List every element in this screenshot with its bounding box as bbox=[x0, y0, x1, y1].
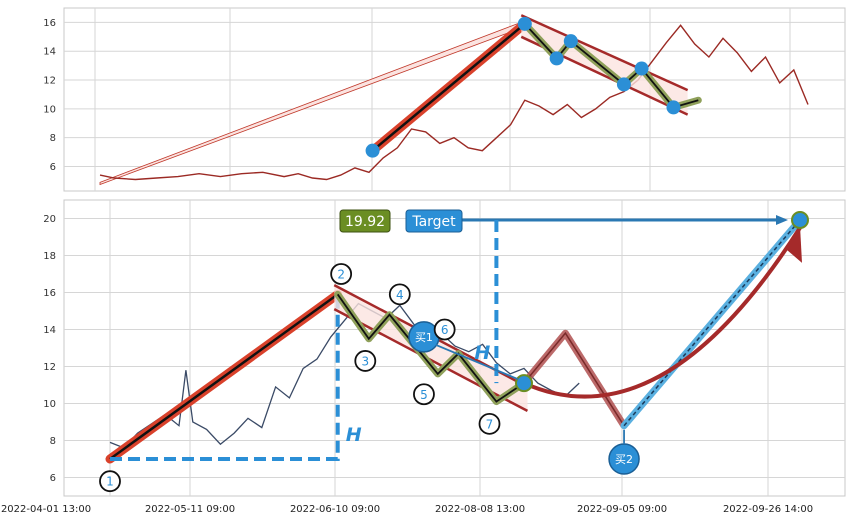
top-panel: 6 8 10 12 14 16 bbox=[43, 7, 846, 192]
x-tick-label: 2022-09-26 14:00 bbox=[723, 504, 813, 515]
bottom-x-ticks: 2022-04-01 13:00 2022-05-11 09:00 2022-06-… bbox=[1, 504, 813, 515]
target-value-label: 19.92 bbox=[345, 214, 385, 230]
trend-up-line bbox=[109, 293, 339, 461]
buy-marker-label: 买1 bbox=[415, 331, 433, 344]
pivot-point bbox=[616, 77, 631, 92]
target-text-box bbox=[405, 209, 463, 233]
y-tick-label: 14 bbox=[43, 47, 56, 58]
pivot-label: 4 bbox=[396, 288, 404, 302]
pivot-circle bbox=[413, 383, 435, 406]
y-tick-label: 6 bbox=[50, 473, 56, 484]
pivot-point bbox=[666, 100, 681, 115]
pivot-point bbox=[517, 16, 532, 31]
y-tick-label: 12 bbox=[43, 76, 56, 87]
x-tick-label: 2022-09-05 09:00 bbox=[577, 504, 667, 515]
curve-arrowhead bbox=[787, 225, 802, 263]
channel-upper-line bbox=[520, 14, 689, 92]
pivot-point bbox=[563, 34, 578, 49]
target-arrowhead bbox=[776, 214, 788, 225]
y-tick-label: 12 bbox=[43, 362, 56, 373]
buy1-pointer bbox=[435, 344, 519, 380]
target-value-box bbox=[339, 209, 391, 233]
height-label: H bbox=[346, 424, 362, 446]
price-line bbox=[109, 302, 580, 449]
y-tick-label: 16 bbox=[43, 288, 56, 299]
pivot-circle bbox=[330, 263, 353, 285]
y-tick-label: 8 bbox=[50, 133, 56, 144]
bottom-y-ticks: 6 8 10 12 14 16 18 20 bbox=[43, 214, 56, 484]
x-tick-label: 2022-08-08 13:00 bbox=[435, 504, 525, 515]
height-measure-line bbox=[110, 294, 340, 461]
target-height-label: H bbox=[474, 342, 490, 364]
x-tick-label: 2022-05-11 09:00 bbox=[145, 504, 235, 515]
pivot-label: 6 bbox=[441, 323, 449, 337]
target-text-label: Target bbox=[411, 214, 456, 230]
pivot-label: 5 bbox=[420, 388, 428, 402]
pivot-label: 2 bbox=[337, 268, 345, 282]
y-tick-label: 14 bbox=[43, 325, 56, 336]
pivot-label: 3 bbox=[361, 354, 369, 368]
y-tick-label: 20 bbox=[43, 214, 56, 225]
top-plot-area bbox=[99, 14, 809, 186]
y-tick-label: 10 bbox=[43, 104, 56, 115]
zigzag-line bbox=[336, 293, 525, 403]
y-tick-label: 6 bbox=[50, 162, 56, 173]
pivot-point bbox=[549, 51, 564, 66]
top-grid bbox=[64, 8, 845, 191]
pivot-point bbox=[365, 143, 380, 158]
x-tick-label: 2022-04-01 13:00 bbox=[1, 504, 91, 515]
x-tick-label: 2022-06-10 09:00 bbox=[290, 504, 380, 515]
pivot-circle bbox=[478, 412, 501, 435]
y-tick-label: 10 bbox=[43, 399, 56, 410]
pivot-circle bbox=[354, 350, 377, 372]
trend-up-line bbox=[371, 22, 526, 152]
pivot-circle bbox=[433, 318, 456, 341]
pivot-circle bbox=[388, 283, 411, 306]
target-point bbox=[791, 210, 809, 229]
pivot-label: 1 bbox=[106, 475, 114, 489]
top-y-ticks: 6 8 10 12 14 16 bbox=[43, 18, 56, 173]
y-tick-label: 16 bbox=[43, 18, 56, 29]
target-path-line bbox=[623, 219, 801, 427]
price-line bbox=[99, 24, 809, 181]
pivot-point bbox=[634, 61, 649, 76]
breakout-point bbox=[515, 374, 533, 393]
y-tick-label: 8 bbox=[50, 436, 56, 447]
buy-marker-label: 买2 bbox=[615, 453, 633, 466]
projection-curve bbox=[523, 226, 802, 399]
bottom-plot-area: H H 19.92 Target 买1 买2 1 2 3 4 5 6 7 bbox=[99, 209, 809, 493]
y-tick-label: 18 bbox=[43, 251, 56, 262]
pivot-label: 7 bbox=[486, 417, 494, 431]
pivot-circle bbox=[99, 470, 121, 493]
